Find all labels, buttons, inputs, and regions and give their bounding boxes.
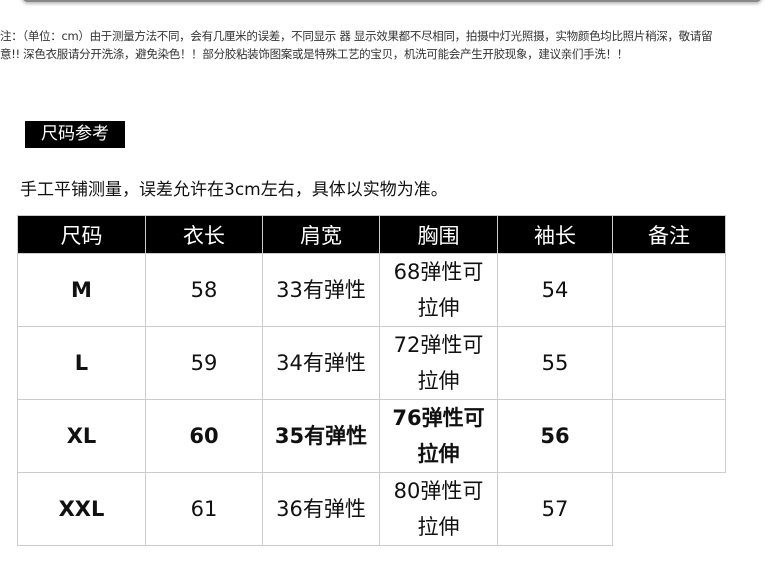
cell-remark bbox=[612, 253, 726, 327]
care-note: 注：（单位：cm）由于测量方法不同，会有几厘米的误差，不同显示 器 显示效果都不… bbox=[0, 27, 713, 63]
header-chest: 胸围 bbox=[379, 215, 498, 254]
cell-sleeve: 57 bbox=[497, 472, 613, 546]
table-row: L 59 34有弹性 72弹性可拉伸 55 bbox=[17, 326, 726, 400]
cell-shoulder: 35有弹性 bbox=[262, 399, 380, 473]
cell-sleeve: 54 bbox=[497, 253, 613, 327]
table-header-row: 尺码 衣长 肩宽 胸围 袖长 备注 bbox=[17, 215, 726, 254]
cell-size: L bbox=[17, 326, 146, 400]
cell-sleeve: 56 bbox=[497, 399, 613, 473]
header-shoulder: 肩宽 bbox=[262, 215, 380, 254]
cell-chest: 68弹性可拉伸 bbox=[379, 253, 498, 327]
cell-shoulder: 36有弹性 bbox=[262, 472, 380, 546]
header-length: 衣长 bbox=[145, 215, 263, 254]
cell-sleeve: 55 bbox=[497, 326, 613, 400]
cell-shoulder: 33有弹性 bbox=[262, 253, 380, 327]
header-sleeve: 袖长 bbox=[497, 215, 613, 254]
cell-chest: 80弹性可拉伸 bbox=[379, 472, 498, 546]
note-line-1: 注：（单位：cm）由于测量方法不同，会有几厘米的误差，不同显示 器 显示效果都不… bbox=[0, 29, 713, 43]
header-remark: 备注 bbox=[612, 215, 726, 254]
note-line-2: 意!! 深色衣服请分开洗涤，避免染色！！部分胶粘装饰图案或是特殊工艺的宝贝，机洗… bbox=[0, 47, 628, 61]
cell-chest: 76弹性可拉伸 bbox=[379, 399, 498, 473]
cell-remark bbox=[612, 399, 726, 473]
cell-size: XL bbox=[17, 399, 146, 473]
measurement-description: 手工平铺测量，误差允许在3cm左右，具体以实物为准。 bbox=[20, 180, 448, 200]
cell-size: M bbox=[17, 253, 146, 327]
top-bar bbox=[22, 0, 762, 2]
table-row: XXL 61 36有弹性 80弹性可拉伸 57 bbox=[17, 472, 726, 546]
cell-length: 58 bbox=[145, 253, 263, 327]
cell-shoulder: 34有弹性 bbox=[262, 326, 380, 400]
cell-size: XXL bbox=[17, 472, 146, 546]
table-row: M 58 33有弹性 68弹性可拉伸 54 bbox=[17, 253, 726, 327]
cell-remark bbox=[613, 473, 726, 546]
cell-length: 59 bbox=[145, 326, 263, 400]
table-row: XL 60 35有弹性 76弹性可拉伸 56 bbox=[17, 399, 726, 473]
size-table: 尺码 衣长 肩宽 胸围 袖长 备注 M 58 33有弹性 68弹性可拉伸 54 L 59 34… bbox=[17, 215, 726, 546]
cell-chest: 72弹性可拉伸 bbox=[379, 326, 498, 400]
cell-remark bbox=[612, 326, 726, 400]
header-size: 尺码 bbox=[17, 215, 146, 254]
section-tag: 尺码参考 bbox=[25, 121, 125, 148]
cell-length: 60 bbox=[145, 399, 263, 473]
cell-length: 61 bbox=[145, 472, 263, 546]
